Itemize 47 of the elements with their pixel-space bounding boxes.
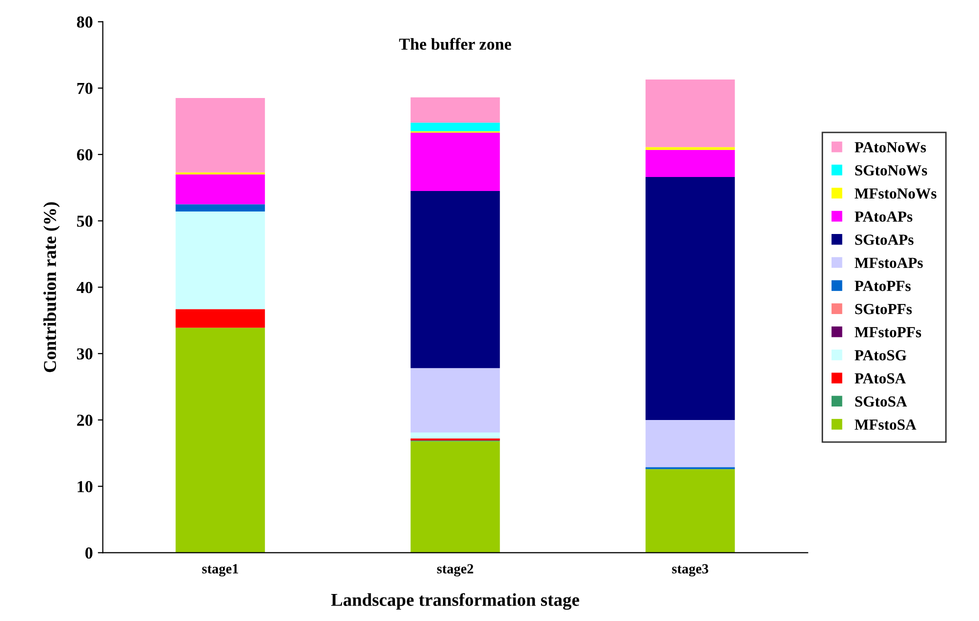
bar [176, 309, 265, 328]
legend-label: PAtoSA [854, 373, 906, 384]
legend-label: MFstoNoWs [854, 188, 936, 199]
legend-label: MFstoPFs [854, 327, 922, 338]
bar [410, 368, 500, 433]
y-tick-label: 0 [85, 547, 92, 559]
y-axis-title: Contribution rate (%) [43, 202, 60, 372]
bar [176, 328, 265, 553]
legend-label: SGtoAPs [855, 234, 914, 245]
y-tick-label: 20 [77, 414, 92, 426]
bar [176, 98, 265, 172]
y-tick-label: 80 [76, 16, 92, 28]
x-tick-label: stage2 [437, 564, 474, 576]
y-tick-label: 40 [76, 282, 92, 294]
legend-label: MFstoSA [854, 420, 916, 430]
y-tick-label: 70 [77, 82, 92, 94]
bar [410, 132, 500, 191]
bar [646, 150, 735, 178]
bar [176, 204, 265, 212]
text: The buffer zone [399, 38, 512, 50]
y-tick-label: 10 [78, 481, 92, 492]
bar [410, 441, 500, 553]
x-axis-title: Landscape transformation stage [331, 593, 580, 610]
legend-label: PAtoPFs [854, 280, 911, 292]
x-tick-label: stage1 [202, 564, 238, 576]
y-tick-label: 30 [77, 348, 92, 360]
legend-label: MFstoAPs [854, 258, 923, 268]
bar [646, 79, 735, 148]
y-tick-label: 50 [77, 216, 92, 227]
bar [410, 97, 500, 123]
bar [176, 212, 265, 310]
bar [176, 174, 265, 204]
bar [646, 147, 735, 150]
legend-label: PAtoAPs [854, 212, 912, 222]
bar [646, 177, 735, 420]
bar [410, 432, 500, 439]
legend-label: SGtoSA [855, 396, 907, 407]
bar [646, 420, 735, 468]
y-tick-label: 60 [76, 149, 92, 160]
bar [646, 469, 735, 553]
bar [410, 122, 500, 132]
bar [410, 190, 500, 368]
legend-label: SGtoNoWs [855, 165, 928, 176]
legend-label: PAtoSG [854, 350, 906, 360]
legend-label: PAtoNoWs [854, 142, 926, 152]
legend-label: SGtoPFs [855, 304, 912, 314]
x-tick-label: stage3 [672, 564, 708, 576]
